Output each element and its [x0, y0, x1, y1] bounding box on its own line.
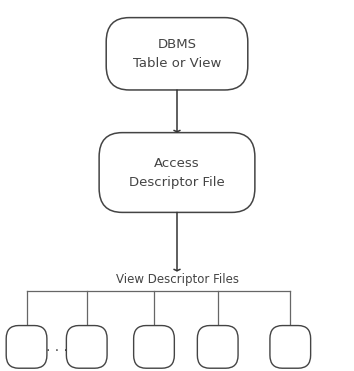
Text: . . .: . . . — [46, 340, 68, 354]
FancyBboxPatch shape — [133, 326, 174, 368]
FancyBboxPatch shape — [6, 326, 47, 368]
FancyBboxPatch shape — [198, 326, 238, 368]
Text: Access
Descriptor File: Access Descriptor File — [129, 157, 225, 188]
Text: DBMS
Table or View: DBMS Table or View — [133, 38, 221, 70]
FancyBboxPatch shape — [106, 18, 248, 90]
Text: View Descriptor Files: View Descriptor Files — [115, 273, 239, 286]
FancyBboxPatch shape — [270, 326, 311, 368]
FancyBboxPatch shape — [99, 132, 255, 212]
FancyBboxPatch shape — [67, 326, 107, 368]
